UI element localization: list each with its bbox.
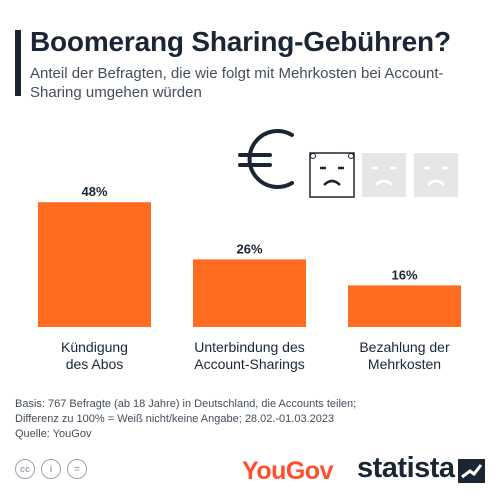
bar-2 bbox=[193, 259, 306, 327]
license-icons: cc i = bbox=[15, 459, 87, 479]
bar-3 bbox=[348, 285, 461, 327]
yougov-logo[interactable]: YouGov bbox=[242, 457, 333, 485]
sad-face-icon bbox=[414, 153, 458, 197]
statista-logo-icon bbox=[458, 459, 485, 483]
chart-title: Boomerang Sharing-Gebühren? bbox=[30, 26, 451, 57]
category-label-2-line-1: Unterbindung des bbox=[194, 339, 305, 355]
value-label-2: 26% bbox=[236, 241, 262, 256]
category-label-3-line-2: Mehrkosten bbox=[368, 356, 441, 372]
category-label-3-line-1: Bezahlung der bbox=[359, 339, 450, 355]
title-accent-bar bbox=[15, 30, 21, 96]
chart-subtitle: Anteil der Befragten, die wie folgt mit … bbox=[30, 65, 444, 101]
euro-icon bbox=[238, 129, 294, 189]
sad-face-icon bbox=[309, 152, 355, 198]
sad-face-icon bbox=[362, 153, 406, 197]
attribution-icon[interactable]: i bbox=[41, 459, 61, 479]
source-line: Quelle: YouGov bbox=[15, 428, 92, 440]
value-label-3: 16% bbox=[391, 267, 417, 282]
footnote: Basis: 767 Befragte (ab 18 Jahre) in Deu… bbox=[15, 397, 485, 442]
basis-line-1: Basis: 767 Befragte (ab 18 Jahre) in Deu… bbox=[15, 398, 357, 410]
bar-1 bbox=[38, 202, 151, 327]
category-label-2-line-2: Account-Sharings bbox=[194, 356, 305, 372]
no-derivatives-icon[interactable]: = bbox=[67, 459, 87, 479]
basis-line-2: Differenz zu 100% = Weiß nicht/keine Ang… bbox=[15, 413, 335, 425]
statista-logo[interactable]: statista bbox=[357, 452, 455, 484]
category-label-1-line-1: Kündigung bbox=[61, 339, 128, 355]
cc-icon[interactable]: cc bbox=[15, 459, 35, 479]
category-label-1-line-2: des Abos bbox=[66, 356, 124, 372]
illustration bbox=[238, 129, 458, 198]
value-label-1: 48% bbox=[81, 184, 107, 199]
